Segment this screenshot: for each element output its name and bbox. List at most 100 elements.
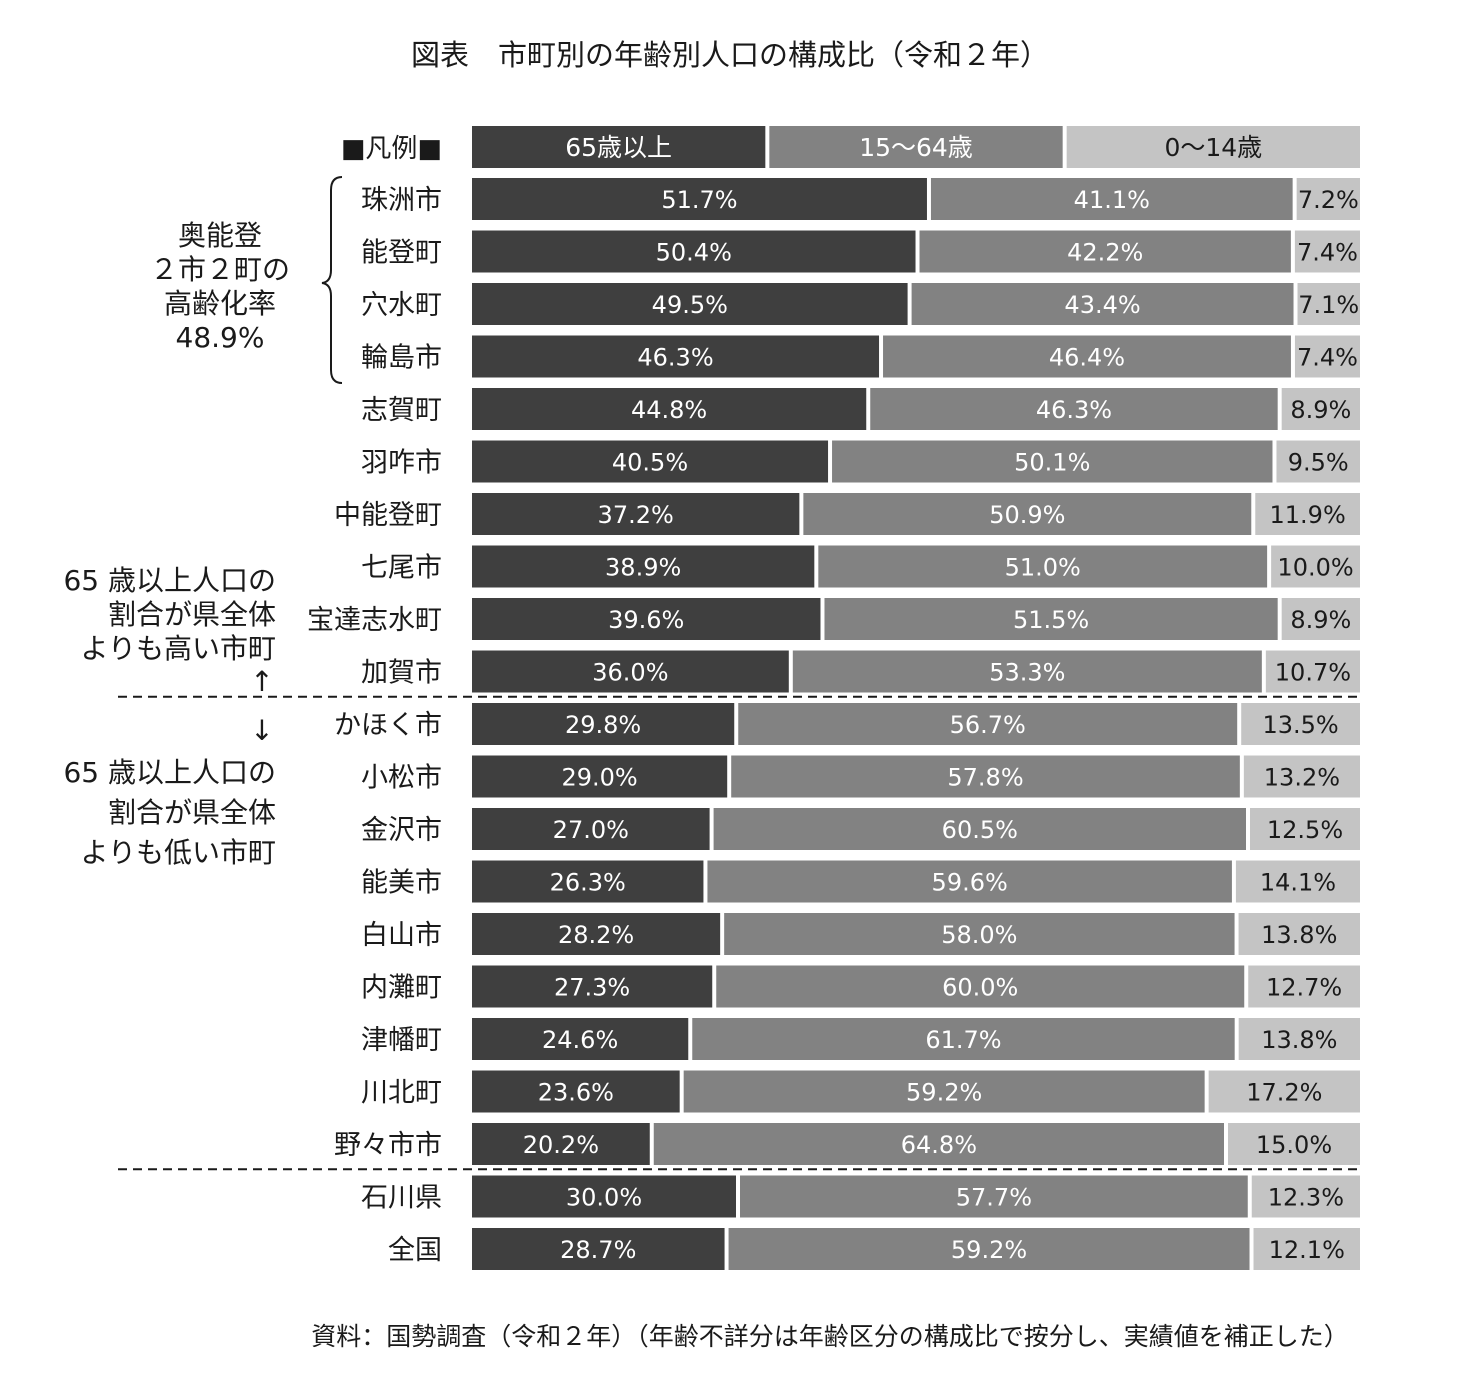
bar-row-15-series-1	[472, 913, 721, 955]
value-label-row-10-series-2: 53.3%	[989, 659, 1065, 687]
bar-row-17-series-2	[692, 1018, 1235, 1060]
okunoto-annotation: 奥能登 ２市２町の 高齢化率 48.9%	[150, 176, 343, 384]
value-label-row-3-series-2: 43.4%	[1064, 291, 1140, 319]
bar-row-15-series-2	[724, 913, 1235, 955]
category-label-row-13: 金沢市	[361, 815, 442, 846]
value-label-row-19-series-1: 20.2%	[523, 1131, 599, 1159]
bar-row-3-series-2	[911, 283, 1294, 325]
bar-row-15-series-3	[1238, 913, 1360, 955]
value-label-row-4-series-3: 7.4%	[1297, 344, 1358, 372]
bar-row-7-series-2	[803, 493, 1252, 535]
bar-row-16-series-1	[472, 965, 713, 1008]
value-label-row-6-series-3: 9.5%	[1288, 449, 1349, 477]
value-label-row-10-series-3: 10.7%	[1275, 659, 1351, 687]
value-label-row-13-series-2: 60.5%	[942, 816, 1018, 844]
value-label-row-9-series-1: 39.6%	[608, 606, 684, 634]
lower-annotation: ↓ 65 歳以上人口の 割合が県全体 よりも低い市町	[63, 714, 276, 869]
value-label-row-2-series-1: 50.4%	[656, 239, 732, 267]
bar-row-5-series-2	[870, 388, 1278, 430]
value-label-row-15-series-3: 13.8%	[1261, 921, 1337, 949]
value-label-row-5-series-2: 46.3%	[1036, 396, 1112, 424]
value-label-row-1-series-3: 7.2%	[1298, 186, 1359, 214]
bar-row-4-series-1	[472, 335, 880, 378]
okunoto-line-2: ２市２町の	[150, 253, 290, 286]
bar-row-21-series-1	[472, 1228, 725, 1270]
bar-row-19-series-3	[1228, 1123, 1360, 1165]
value-label-row-20-series-1: 30.0%	[566, 1184, 642, 1212]
bar-row-6-series-2	[832, 440, 1273, 483]
chart-title: 図表 市町別の年齢別人口の構成比（令和２年）	[411, 38, 1049, 72]
legend-label-1: 65歳以上	[565, 133, 672, 162]
bar-row-5-series-3	[1281, 388, 1360, 430]
value-label-row-15-series-1: 28.2%	[558, 921, 634, 949]
category-label-row-9: 宝達志水町	[307, 605, 442, 636]
value-label-row-21-series-1: 28.7%	[560, 1236, 636, 1264]
bar-row-2-series-2	[919, 230, 1291, 273]
value-label-row-4-series-2: 46.4%	[1049, 344, 1125, 372]
value-label-row-12-series-3: 13.2%	[1264, 764, 1340, 792]
value-label-row-18-series-3: 17.2%	[1246, 1079, 1322, 1107]
value-label-row-3-series-3: 7.1%	[1298, 291, 1359, 319]
category-label-row-16: 内灘町	[361, 973, 442, 1004]
bar-row-18-series-2	[683, 1070, 1205, 1113]
category-label-row-1: 珠洲市	[361, 185, 442, 216]
bar-row-1-series-2	[930, 178, 1293, 220]
value-label-row-6-series-1: 40.5%	[612, 449, 688, 477]
value-label-row-17-series-3: 13.8%	[1261, 1026, 1337, 1054]
value-label-row-20-series-3: 12.3%	[1268, 1184, 1344, 1212]
value-label-row-12-series-1: 29.0%	[561, 764, 637, 792]
value-label-row-9-series-2: 51.5%	[1013, 606, 1089, 634]
bar-row-20-series-1	[472, 1175, 736, 1218]
legend-label: ■凡例■	[341, 134, 442, 164]
legend: 65歳以上 15～64歳 0～14歳	[472, 126, 1360, 168]
bar-row-7-series-3	[1255, 493, 1360, 535]
value-label-row-11-series-3: 13.5%	[1262, 711, 1338, 739]
value-label-row-18-series-1: 23.6%	[538, 1079, 614, 1107]
bar-row-10-series-3	[1265, 650, 1360, 693]
legend-label-2: 15～64歳	[859, 133, 973, 162]
legend-label-3: 0～14歳	[1164, 133, 1262, 162]
value-label-row-13-series-3: 12.5%	[1267, 816, 1343, 844]
higher-annotation: 65 歳以上人口の 割合が県全体 よりも高い市町 ↑	[63, 564, 276, 698]
value-label-row-11-series-1: 29.8%	[565, 711, 641, 739]
value-label-row-11-series-2: 56.7%	[950, 711, 1026, 739]
bar-row-7-series-1	[472, 493, 800, 535]
bar-row-14-series-1	[472, 860, 704, 903]
category-label-row-4: 輪島市	[361, 343, 442, 374]
value-label-row-5-series-3: 8.9%	[1290, 396, 1351, 424]
value-label-row-12-series-2: 57.8%	[947, 764, 1023, 792]
value-label-row-14-series-1: 26.3%	[550, 869, 626, 897]
bar-row-1-series-3	[1296, 178, 1360, 220]
legend-swatch-3	[1066, 126, 1360, 168]
legend-swatch-1	[472, 126, 766, 168]
bar-row-9-series-2	[824, 598, 1278, 640]
legend-swatch-2	[769, 126, 1063, 168]
bar-row-10-series-2	[792, 650, 1262, 693]
value-label-row-19-series-2: 64.8%	[901, 1131, 977, 1159]
value-label-row-19-series-3: 15.0%	[1256, 1131, 1332, 1159]
bar-row-9-series-1	[472, 598, 821, 640]
bar-row-8-series-1	[472, 545, 815, 588]
bar-row-3-series-1	[472, 283, 908, 325]
bar-row-4-series-2	[883, 335, 1291, 378]
category-label-row-21: 全国	[388, 1235, 442, 1266]
bar-row-17-series-3	[1238, 1018, 1360, 1060]
bar-row-20-series-2	[740, 1175, 1248, 1218]
value-label-row-14-series-2: 59.6%	[932, 869, 1008, 897]
higher-line-1: 65 歳以上人口の	[63, 564, 276, 597]
value-label-row-16-series-3: 12.7%	[1266, 974, 1342, 1002]
value-label-row-17-series-1: 24.6%	[542, 1026, 618, 1054]
group-dividers	[118, 695, 1360, 1171]
value-label-row-6-series-2: 50.1%	[1014, 449, 1090, 477]
value-label-row-16-series-1: 27.3%	[554, 974, 630, 1002]
value-label-row-9-series-3: 8.9%	[1290, 606, 1351, 634]
bar-rows: 珠洲市 51.7% 41.1% 7.2% 能登町 50.4% 42.2% 7.4% 穴水町 49.…	[307, 178, 1360, 1270]
bar-row-11-series-2	[738, 703, 1238, 745]
category-label-row-3: 穴水町	[361, 290, 442, 321]
okunoto-line-4: 48.9%	[176, 321, 265, 354]
bar-row-18-series-1	[472, 1070, 680, 1113]
category-label-row-14: 能美市	[361, 868, 442, 899]
value-label-row-14-series-3: 14.1%	[1260, 869, 1336, 897]
value-label-row-7-series-3: 11.9%	[1270, 501, 1346, 529]
